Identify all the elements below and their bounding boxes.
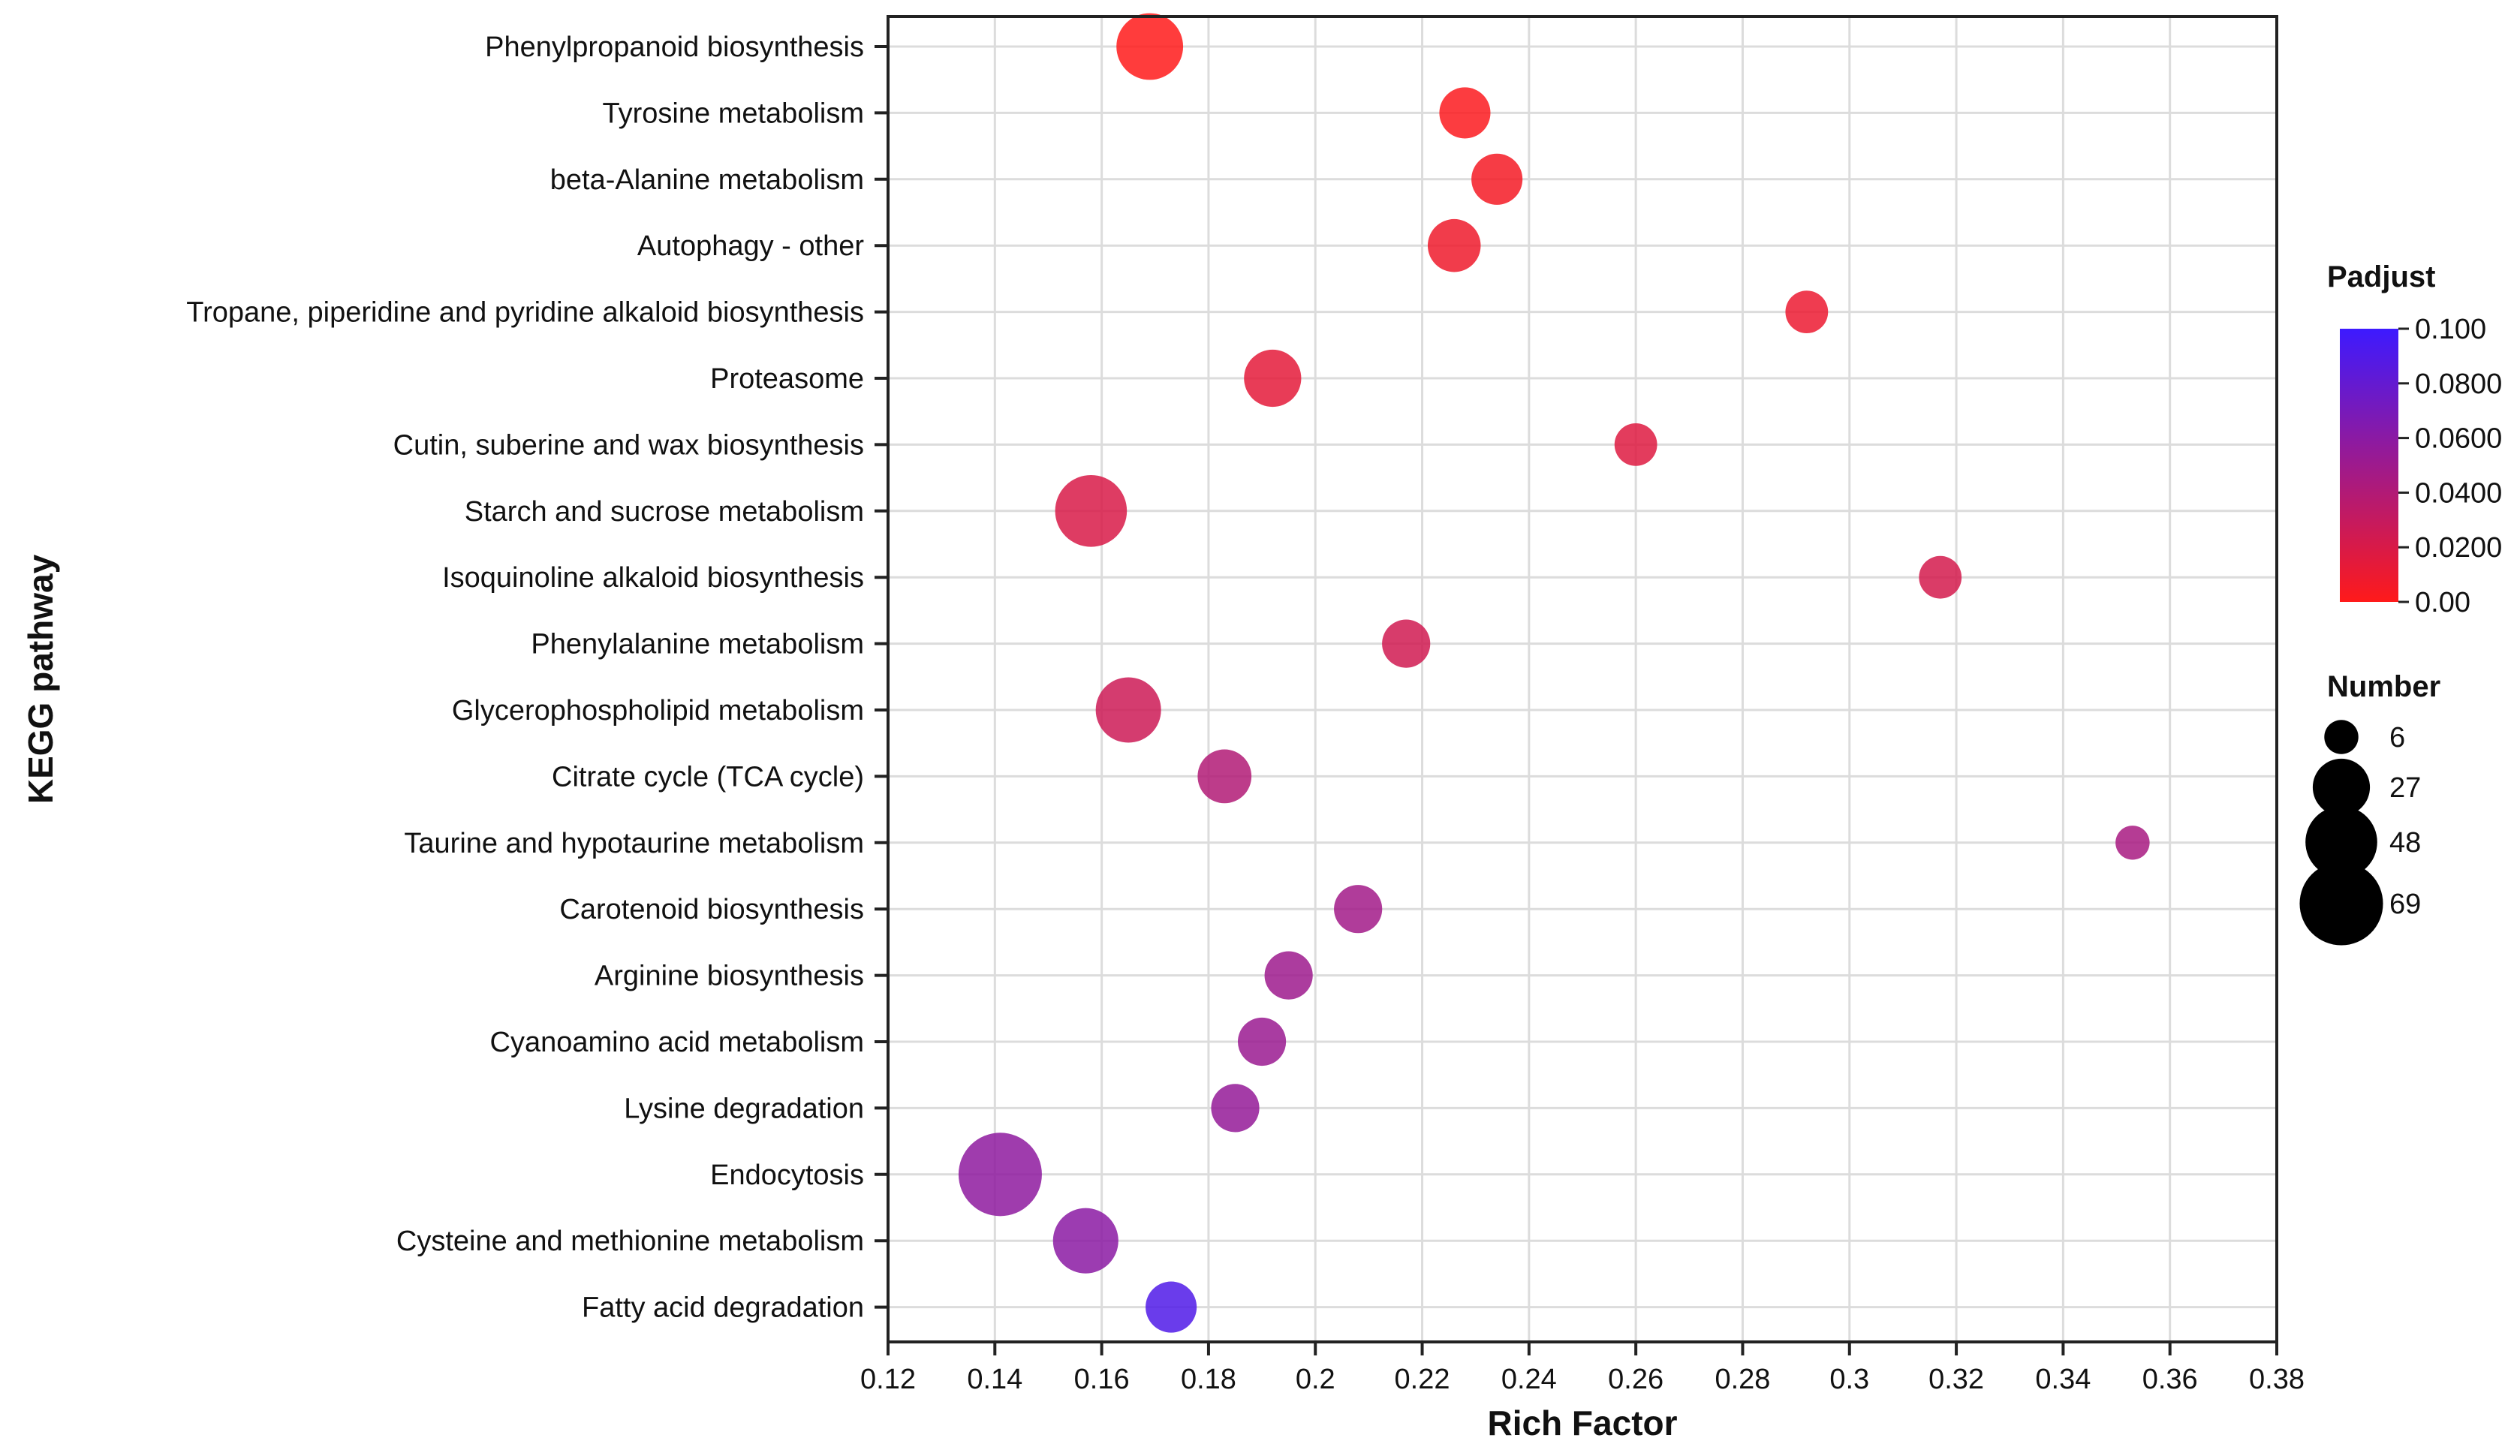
number-legend-label: 27 [2389,772,2421,804]
x-tick-label: 0.16 [1074,1364,1130,1395]
padjust-tick-label: 0.0400 [2415,477,2502,509]
x-tick-label: 0.12 [860,1364,916,1395]
pathway-bubble [1116,13,1184,80]
pathway-label: Phenylalanine metabolism [531,629,864,660]
x-axis: 0.12 0.14 0.16 0.18 0.2 0.22 0.24 0.26 0.28 0.3 0.… [860,1342,2305,1395]
pathway-bubble [1211,1084,1260,1133]
y-axis-title: KEGG pathway [21,554,60,804]
pathway-label: Phenylpropanoid biosynthesis [485,32,864,63]
number-legend-dot [2324,720,2359,754]
pathway-label: Cutin, suberine and wax biosynthesis [393,429,864,461]
pathway-label: Tyrosine metabolism [603,98,864,129]
pathway-bubble [1382,619,1431,668]
padjust-tick-label: 0.0800 [2415,369,2502,400]
pathway-bubble [1785,290,1829,333]
pathway-label: Proteasome [710,363,864,395]
pathway-label: Endocytosis [710,1160,864,1191]
number-legend-dot [2305,806,2377,878]
padjust-legend-ticks: 0.100 0.0800 0.0600 0.0400 0.0200 0.00 [2398,314,2502,618]
x-tick-label: 0.34 [2035,1364,2091,1395]
pathway-bubble [1919,555,1962,599]
pathway-label: Cysteine and methionine metabolism [396,1226,864,1257]
pathway-label: Taurine and hypotaurine metabolism [404,828,864,859]
x-tick-label: 0.24 [1501,1364,1557,1395]
padjust-color-bar [2340,329,2398,602]
pathway-bubble [1237,1017,1287,1066]
pathway-label: Starch and sucrose metabolism [465,496,864,528]
pathway-bubble [1095,677,1161,743]
pathway-label: Glycerophospholipid metabolism [452,695,864,726]
pathway-bubble [1264,951,1313,1000]
padjust-color-legend: Padjust 0.100 0.0800 0.0600 0.0400 0.0200 0.0… [2327,260,2502,618]
x-tick-label: 0.22 [1395,1364,1450,1395]
pathway-label: Carotenoid biosynthesis [559,894,864,925]
pathway-bubble [1055,475,1128,547]
x-tick-label: 0.38 [2249,1364,2305,1395]
pathway-bubble [2115,826,2150,860]
number-size-legend: Number 6 27 48 69 [2299,670,2440,946]
number-legend-items: 6 27 48 69 [2299,720,2421,946]
pathway-bubble [1334,885,1383,934]
pathway-bubble [1439,87,1491,139]
pathway-label: Arginine biosynthesis [595,961,864,992]
number-legend-label: 48 [2389,827,2421,859]
pathway-label: Fatty acid degradation [582,1292,864,1324]
pathway-label: beta-Alanine metabolism [550,164,864,196]
pathway-bubble [1146,1281,1197,1333]
pathway-label: Autophagy - other [637,230,864,262]
padjust-tick-label: 0.0200 [2415,532,2502,564]
data-points [958,13,2150,1333]
pathway-bubble [958,1133,1042,1217]
x-tick-label: 0.18 [1181,1364,1236,1395]
x-axis-title: Rich Factor [1487,1403,1677,1442]
pathway-label: Cyanoamino acid metabolism [490,1027,864,1058]
x-tick-label: 0.26 [1608,1364,1663,1395]
plot-frame [887,15,2278,1343]
x-tick-label: 0.3 [1829,1364,1869,1395]
padjust-tick-label: 0.00 [2415,587,2470,618]
pathway-bubble [1471,153,1523,205]
pathway-label: Isoquinoline alkaloid biosynthesis [442,562,864,594]
pathway-label: Tropane, piperidine and pyridine alkaloi… [186,297,864,329]
number-legend-title: Number [2327,670,2440,703]
pathway-bubble [1052,1208,1118,1274]
x-tick-label: 0.14 [967,1364,1022,1395]
number-legend-label: 69 [2389,889,2421,920]
pathway-bubble [1614,423,1657,466]
y-axis: Phenylpropanoid biosynthesis Tyrosine met… [186,32,888,1324]
pathway-label: Citrate cycle (TCA cycle) [552,761,864,793]
padjust-tick-label: 0.0600 [2415,423,2502,455]
x-tick-label: 0.2 [1296,1364,1335,1395]
x-tick-label: 0.32 [1928,1364,1984,1395]
grid-lines [887,17,2278,1342]
pathway-label: Lysine degradation [624,1093,864,1124]
pathway-bubble [1427,218,1481,272]
padjust-tick-label: 0.100 [2415,314,2486,345]
number-legend-dot [2299,862,2383,946]
number-legend-dot [2312,758,2371,817]
x-tick-label: 0.28 [1715,1364,1770,1395]
number-legend-label: 6 [2389,722,2405,754]
pathway-bubble [1244,349,1302,408]
x-tick-label: 0.36 [2142,1364,2198,1395]
pathway-bubble [1197,749,1252,804]
padjust-legend-title: Padjust [2327,260,2435,293]
